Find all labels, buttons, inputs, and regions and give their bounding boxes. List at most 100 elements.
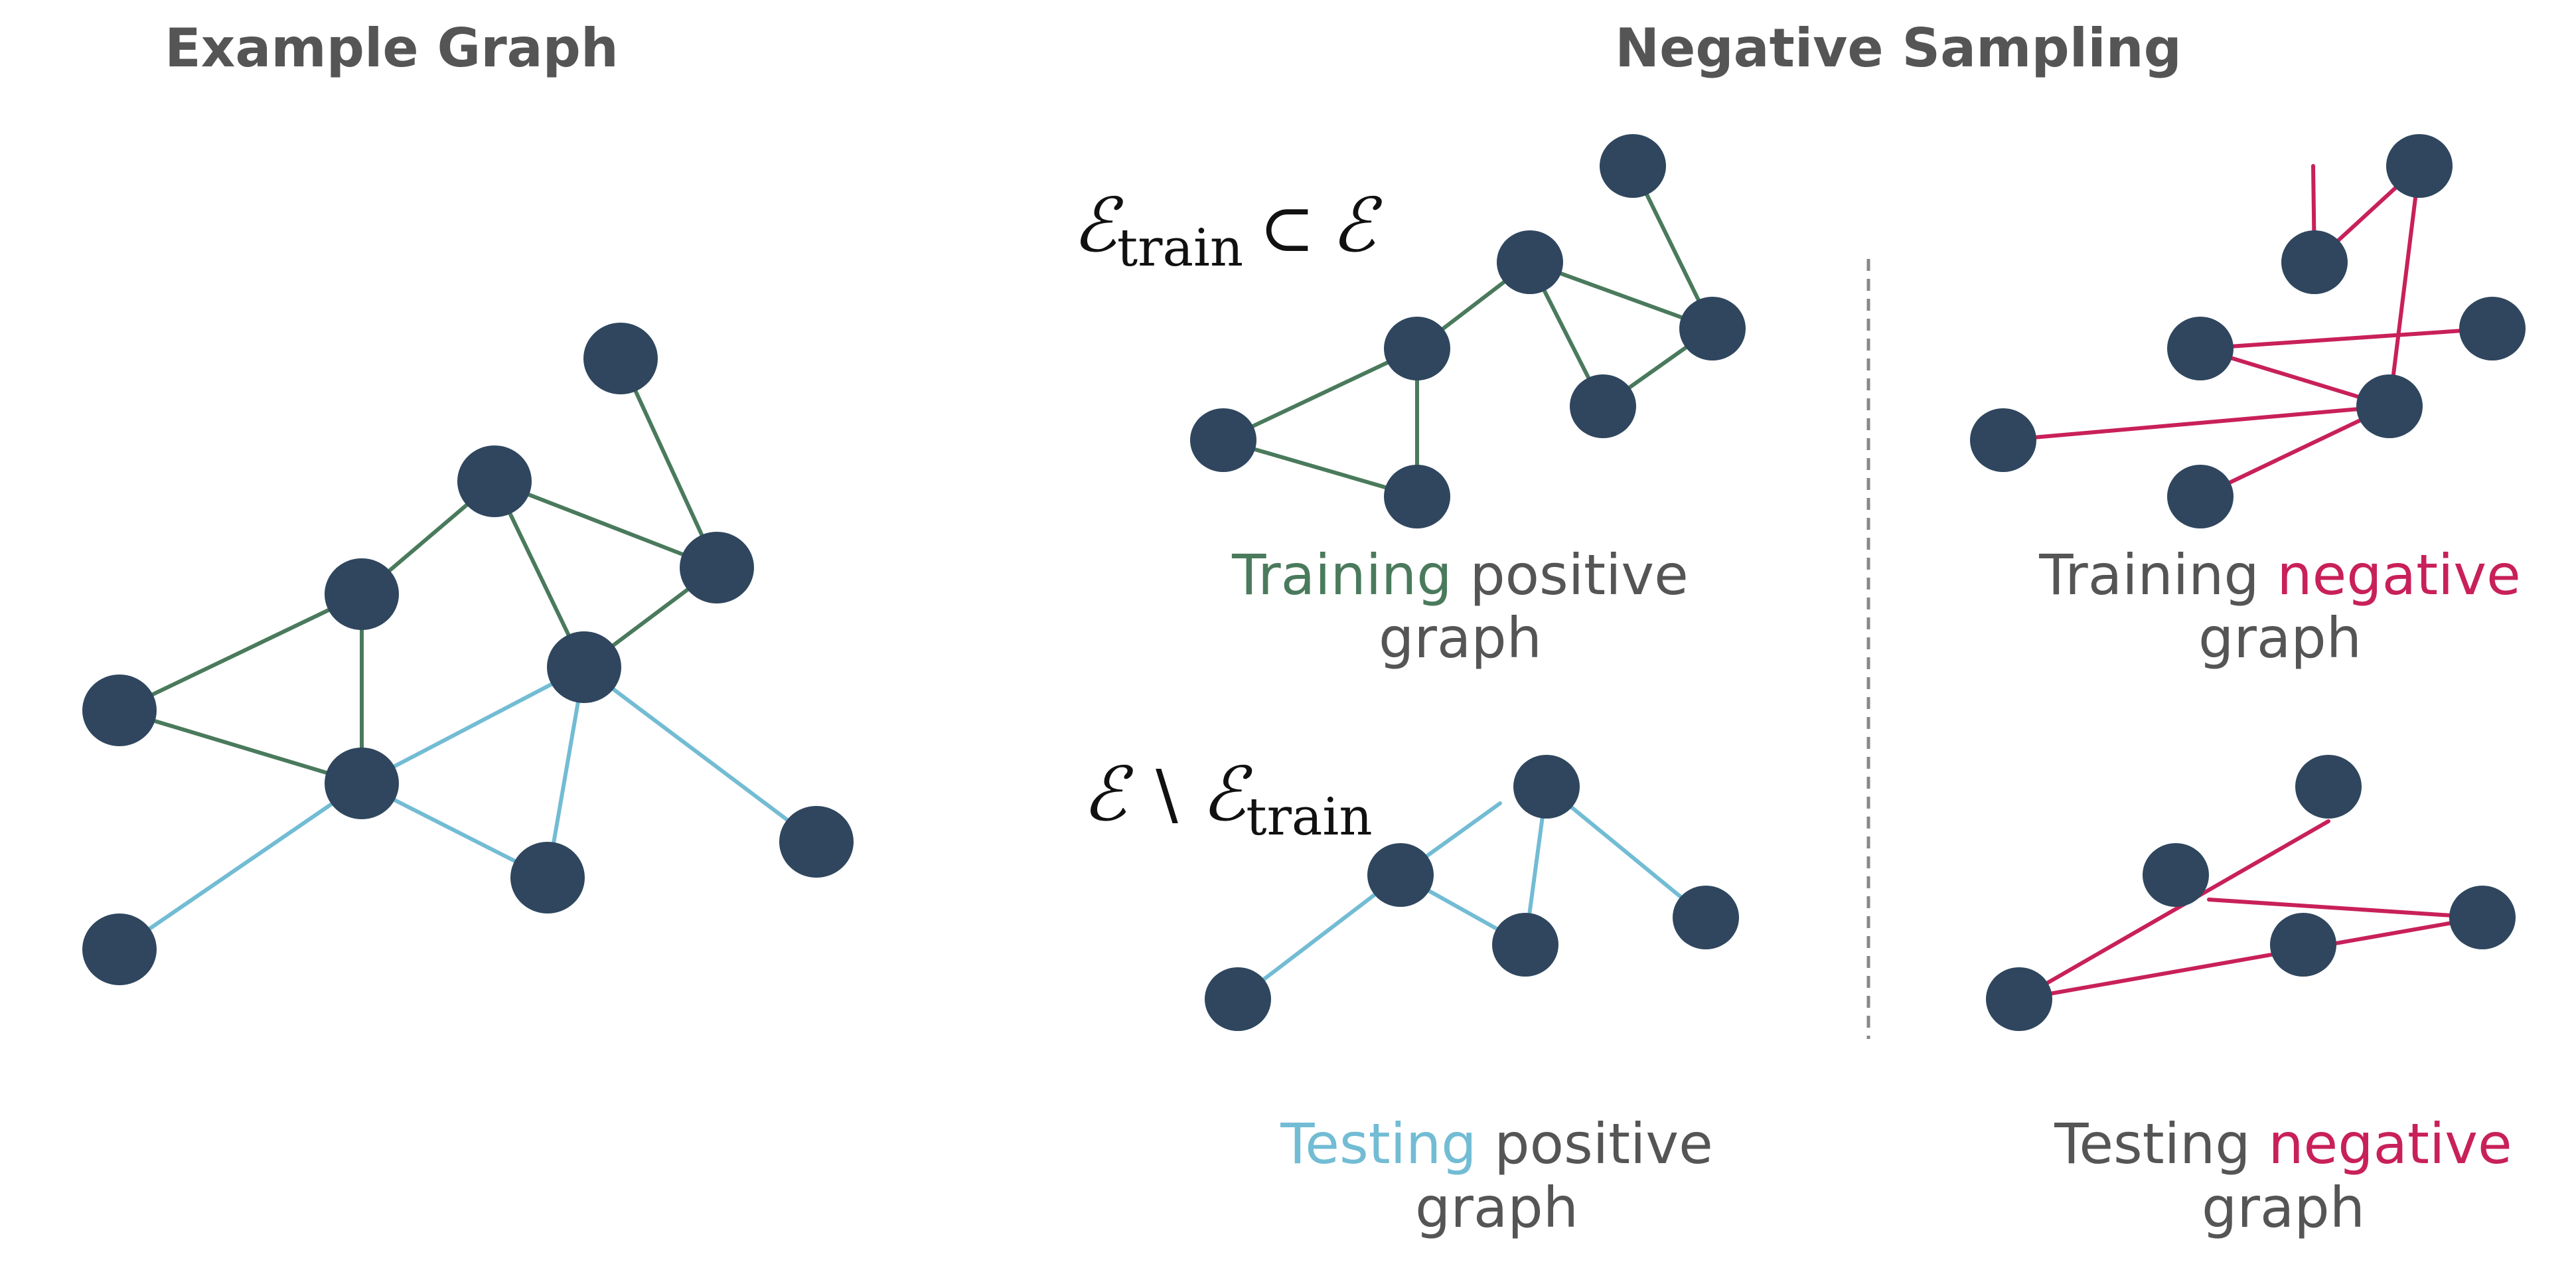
training-positive-graph — [1190, 134, 1746, 528]
graph-node — [1497, 230, 1563, 294]
graph-node — [2295, 755, 2362, 819]
edge-set-symbol: ℰ — [1072, 183, 1124, 269]
example-graph — [82, 323, 854, 985]
svg-text:ℰ∖ℰtrain: ℰ ∖ ℰtrain — [1082, 752, 1373, 847]
caption-line2: graph — [1415, 1175, 1578, 1240]
caption-text: positive — [1452, 542, 1689, 607]
training-negative-graph — [1970, 134, 2526, 528]
caption-highlight-negative: negative — [2268, 1111, 2512, 1176]
train-edge — [117, 592, 364, 712]
test-edge — [360, 665, 586, 785]
caption-highlight-training: Training — [1231, 542, 1452, 607]
train-edge — [492, 479, 719, 570]
graph-node — [1679, 297, 1746, 360]
train-edge — [117, 708, 364, 785]
graph-node — [1600, 134, 1666, 198]
graph-node — [2356, 374, 2423, 438]
graph-node — [1986, 967, 2052, 1031]
graph-node — [325, 558, 399, 630]
testing-negative-nodes — [1986, 755, 2516, 1031]
train-edge — [1221, 438, 1419, 499]
graph-node — [2449, 886, 2516, 949]
graph-node — [1492, 913, 1558, 977]
train-edge — [619, 357, 719, 570]
graph-node — [2386, 134, 2453, 198]
test-edge — [1236, 873, 1402, 1001]
negative-edge — [2017, 915, 2484, 1001]
graph-node — [547, 631, 621, 703]
svg-text:Training negative: Training negative — [2038, 542, 2521, 607]
caption-text: positive — [1477, 1111, 1713, 1176]
training-negative-edges — [2001, 164, 2494, 499]
train-set-formula: ℰtrain ⊂ ℰ — [1072, 183, 1383, 278]
graph-node — [82, 914, 157, 985]
negative-edge — [2198, 404, 2391, 499]
testing-negative-caption: Testing negative graph — [2054, 1111, 2512, 1240]
graph-node — [2281, 230, 2348, 294]
test-set-formula: ℰ ∖ ℰtrain — [1082, 752, 1373, 847]
set-minus-operator: ∖ — [1143, 758, 1185, 836]
graph-node — [583, 323, 658, 394]
graph-node — [1513, 755, 1580, 819]
testing-negative-graph — [1986, 755, 2516, 1031]
graph-node — [2143, 843, 2209, 907]
graph-node — [457, 445, 532, 517]
negative-edge — [2001, 404, 2391, 442]
training-positive-caption: Training positive graph — [1231, 542, 1689, 671]
subscript-train: train — [1117, 218, 1243, 278]
edge-set-symbol: ℰ — [1082, 752, 1134, 838]
caption-highlight-negative: negative — [2277, 542, 2520, 607]
graph-node — [1384, 465, 1450, 528]
train-edge — [1221, 347, 1419, 442]
graph-node — [1673, 886, 1739, 949]
testing-negative-edges — [2017, 819, 2484, 1001]
training-negative-nodes — [1970, 134, 2526, 528]
caption-highlight-testing: Testing — [1280, 1111, 1476, 1176]
caption-line2: graph — [2202, 1175, 2365, 1240]
graph-node — [1570, 374, 1636, 438]
edge-set-symbol: ℰ — [1201, 752, 1252, 838]
graph-node — [680, 532, 754, 603]
graph-node — [2167, 317, 2234, 380]
svg-text:Testing positive: Testing positive — [1280, 1111, 1713, 1176]
caption-text: Testing — [2054, 1111, 2268, 1176]
graph-node — [1367, 843, 1434, 907]
svg-text:Testing negative: Testing negative — [2054, 1111, 2512, 1176]
graph-node — [325, 748, 399, 819]
graph-node — [1190, 408, 1256, 472]
test-edge — [117, 781, 364, 951]
graph-node — [2270, 913, 2336, 977]
caption-text: Training — [2038, 542, 2277, 607]
test-edge — [582, 665, 818, 844]
graph-node — [2167, 465, 2234, 528]
testing-positive-nodes — [1205, 755, 1739, 1031]
negative-edge — [2198, 327, 2494, 351]
subscript-train: train — [1246, 787, 1372, 847]
test-edge — [1545, 785, 1708, 919]
graph-node — [2459, 297, 2526, 360]
training-negative-caption: Training negative graph — [2038, 542, 2521, 671]
svg-text:ℰtrain⊂ℰ: ℰtrain ⊂ ℰ — [1072, 183, 1383, 278]
negative-edge — [2387, 164, 2421, 408]
graph-node — [1970, 408, 2036, 472]
caption-line2: graph — [2198, 605, 2362, 671]
negative-edge — [2207, 898, 2484, 919]
edge-set-symbol: ℰ — [1331, 183, 1383, 269]
example-graph-heading: Example Graph — [165, 17, 619, 79]
graph-node — [1384, 317, 1450, 380]
svg-text:Training positive: Training positive — [1231, 542, 1689, 607]
testing-positive-graph — [1205, 755, 1739, 1031]
caption-line2: graph — [1379, 605, 1542, 671]
graph-node — [779, 806, 854, 878]
graph-node — [1205, 967, 1271, 1031]
subset-operator: ⊂ — [1259, 189, 1315, 267]
graph-node — [510, 842, 585, 914]
graph-node — [82, 675, 157, 746]
testing-positive-caption: Testing positive graph — [1280, 1111, 1713, 1240]
training-positive-nodes — [1190, 134, 1746, 528]
negative-sampling-heading: Negative Sampling — [1615, 17, 2182, 79]
negative-edge — [2017, 819, 2330, 1001]
example-graph-nodes — [82, 323, 854, 985]
